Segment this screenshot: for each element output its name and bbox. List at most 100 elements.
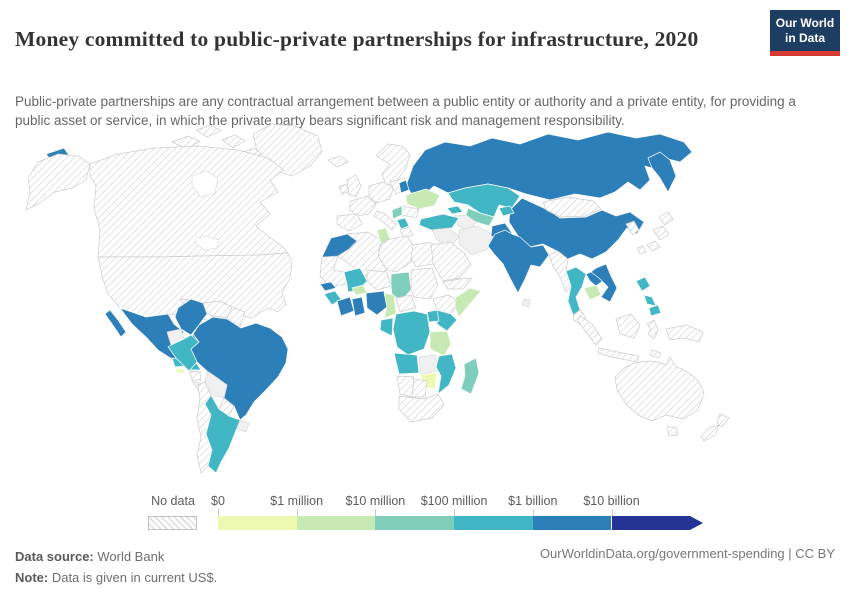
country-mozambique[interactable]: Mozambique: $100 million – $1 billion (435, 353, 457, 395)
country-peru[interactable]: Peru: $100 million – $1 billion (167, 334, 200, 372)
country-south-korea[interactable]: South Korea: No data (625, 220, 640, 236)
country-france[interactable]: France: No data (348, 195, 377, 217)
legend-label-2: $10 million (345, 494, 406, 508)
country-somalia[interactable]: Somalia: $1 million – $10 million (454, 287, 482, 318)
country-sudan[interactable]: Sudan: No data (410, 267, 439, 300)
country-gabon[interactable]: Gabon & Congo: $100 million – $1 billion (379, 317, 394, 337)
country-mongolia[interactable]: Mongolia: No data (542, 196, 602, 218)
country-indonesia-borneo[interactable]: Indonesia: No data (615, 313, 641, 339)
country-philippines1[interactable]: Philippines: $100 million – $1 billion (635, 276, 651, 292)
country-ghana[interactable]: Ghana: $1 billion – $10 billion (351, 296, 366, 317)
country-saudi-arabia[interactable]: Saudi Arabia: No data (430, 241, 472, 282)
country-china[interactable]: China: $1 billion – $10 billion (508, 197, 645, 260)
country-italy[interactable]: Italy: No data (373, 210, 397, 231)
country-kyrgyzstan[interactable]: Kyrgyzstan & Tajikistan: $100 million – … (498, 205, 515, 217)
legend-segment-0[interactable] (218, 516, 297, 530)
data-source-value: World Bank (93, 549, 165, 564)
country-namibia[interactable]: Namibia: No data (396, 375, 415, 398)
country-sri-lanka[interactable]: Sri Lanka: No data (521, 298, 531, 308)
country-nigeria[interactable]: Nigeria: $1 billion – $10 billion (365, 290, 388, 316)
country-el-salvador[interactable]: El Salvador: $0 – $1 million (174, 367, 187, 374)
country-madagascar[interactable]: Madagascar: $10 million – $100 million (460, 357, 480, 395)
country-new-zealand-south[interactable]: New Zealand: No data (700, 424, 720, 442)
country-thailand[interactable]: Thailand: $100 million – $1 billion (565, 266, 587, 316)
country-taiwan[interactable]: Taiwan: No data (636, 245, 647, 255)
hudson-bay (191, 170, 219, 198)
country-tasmania[interactable]: Australia: No data (666, 426, 679, 437)
country-cambodia[interactable]: Cambodia: $1 million – $10 million (583, 284, 602, 301)
country-india[interactable]: India & Pakistan: $1 billion – $10 billi… (487, 229, 550, 294)
country-scandinavia[interactable]: Norway, Sweden & Finland: No data (375, 143, 411, 187)
country-greece[interactable]: Greece: No data (399, 226, 414, 239)
legend-segment-5[interactable] (611, 516, 691, 530)
country-iceland[interactable]: Iceland: No data (327, 155, 349, 168)
country-vietnam[interactable]: Vietnam: $1 billion – $10 billion (590, 263, 618, 303)
country-indonesia-sumatra[interactable]: Indonesia: No data (577, 315, 603, 346)
world-choropleth-map[interactable]: Russia: $1 billion – $10 billion Russia:… (0, 118, 850, 490)
country-alaska[interactable]: United States: No data (25, 153, 91, 211)
data-source-label: Data source: (15, 549, 94, 564)
country-iraq[interactable]: Iraq & Syria: No data (431, 227, 460, 248)
country-uganda[interactable]: Uganda: $100 million – $1 billion (426, 309, 440, 323)
legend-segment-2[interactable] (375, 516, 455, 530)
country-japan3[interactable]: Japan: No data (646, 240, 661, 252)
country-new-zealand-north[interactable]: New Zealand: No data (716, 413, 730, 428)
legend-label-3: $100 million (420, 494, 488, 508)
country-japan2[interactable]: Japan: No data (652, 225, 670, 241)
country-yemen[interactable]: Yemen & Oman: No data (442, 277, 473, 290)
country-ukraine[interactable]: Ukraine: $1 million – $10 million (405, 188, 441, 210)
owid-link[interactable]: OurWorldinData.org/government-spending |… (539, 546, 835, 561)
country-tanzania[interactable]: Tanzania: $1 million – $10 million (429, 330, 452, 357)
country-iberia[interactable]: Spain & Portugal: No data (336, 213, 363, 232)
country-egypt[interactable]: Egypt: No data (410, 241, 434, 268)
country-canada-arctic3[interactable]: Canada: No data (221, 134, 246, 149)
country-uruguay[interactable]: Uruguay: No data (236, 419, 250, 433)
country-kenya[interactable]: Kenya: $100 million – $1 billion (436, 309, 458, 332)
country-germany[interactable]: Germany & Central Europe: No data (368, 181, 394, 204)
country-philippines2[interactable]: Philippines: $100 million – $1 billion (643, 294, 657, 307)
country-south-africa[interactable]: South Africa: No data (398, 393, 445, 423)
legend-segment-3[interactable] (454, 516, 533, 530)
country-serbia[interactable]: Serbia & Croatia: $10 million – $100 mil… (391, 205, 403, 220)
country-new-guinea[interactable]: New Guinea: No data (665, 324, 704, 343)
country-iran[interactable]: Iran: No data (458, 225, 493, 256)
country-argentina[interactable]: Argentina: $100 million – $1 billion (204, 394, 241, 474)
legend-segment-1[interactable] (296, 516, 376, 530)
country-georgia[interactable]: Georgia: $100 million – $1 billion (446, 205, 464, 215)
country-indonesia-sulawesi[interactable]: Indonesia: No data (646, 319, 659, 340)
owid-logo[interactable]: Our World in Data (770, 10, 840, 56)
country-cameroon[interactable]: Cameroon: $1 million – $10 million (383, 292, 397, 319)
legend-label-5: $10 billion (583, 494, 640, 508)
country-russia-kamchatka[interactable]: Russia: $1 billion – $10 billion (647, 151, 677, 193)
country-senegal[interactable]: Senegal: $1 billion – $10 billion (319, 281, 337, 292)
country-mexico-baja[interactable]: Mexico: $1 billion – $10 billion (104, 309, 127, 338)
country-canada-arctic2[interactable]: Canada: No data (195, 124, 222, 138)
country-niger[interactable]: Niger: No data (366, 269, 392, 291)
country-philippines3[interactable]: Philippines: $100 million – $1 billion (648, 304, 662, 317)
country-turkey[interactable]: Turkey: $100 million – $1 billion (418, 213, 460, 231)
legend-no-data-swatch[interactable] (148, 516, 197, 530)
country-ireland[interactable]: Ireland: No data (338, 183, 350, 195)
legend-segment-4[interactable] (532, 516, 612, 530)
country-russia[interactable]: Russia: $1 billion – $10 billion (405, 131, 693, 201)
country-united-kingdom[interactable]: United Kingdom: No data (346, 174, 362, 198)
country-belarus[interactable]: Belarus: $1 billion – $10 billion (398, 179, 410, 194)
country-indonesia-timor[interactable]: Indonesia: No data (649, 349, 662, 359)
legend-tick-2 (375, 509, 377, 516)
country-australia[interactable]: Australia: No data (614, 356, 705, 422)
country-botswana[interactable]: Botswana: No data (411, 378, 428, 398)
country-canada[interactable]: Canada: No data (89, 145, 289, 258)
country-angola[interactable]: Angola: $100 million – $1 billion (393, 352, 420, 375)
country-guinea[interactable]: Guinea: $100 million – $1 billion (323, 290, 342, 306)
country-mauritania[interactable]: Mauritania & Western Sahara: No data (319, 255, 348, 288)
country-dr-congo[interactable]: Democratic Republic of Congo: $100 milli… (392, 310, 431, 356)
note-label: Note: (15, 570, 49, 586)
country-albania[interactable]: Albania & North Macedonia: $100 million … (396, 217, 410, 230)
country-libya[interactable]: Libya: No data (377, 235, 414, 273)
country-nicaragua[interactable]: Nicaragua: No data (189, 370, 202, 381)
country-central-african-republic[interactable]: Central African Republic: No data (395, 294, 417, 313)
country-indonesia-java[interactable]: Indonesia: No data (597, 347, 640, 363)
legend-label-0: $0 (211, 494, 225, 508)
country-japan1[interactable]: Japan: No data (658, 211, 674, 226)
country-cote-divoire[interactable]: Côte d'Ivoire: $1 billion – $10 billion (336, 296, 355, 317)
